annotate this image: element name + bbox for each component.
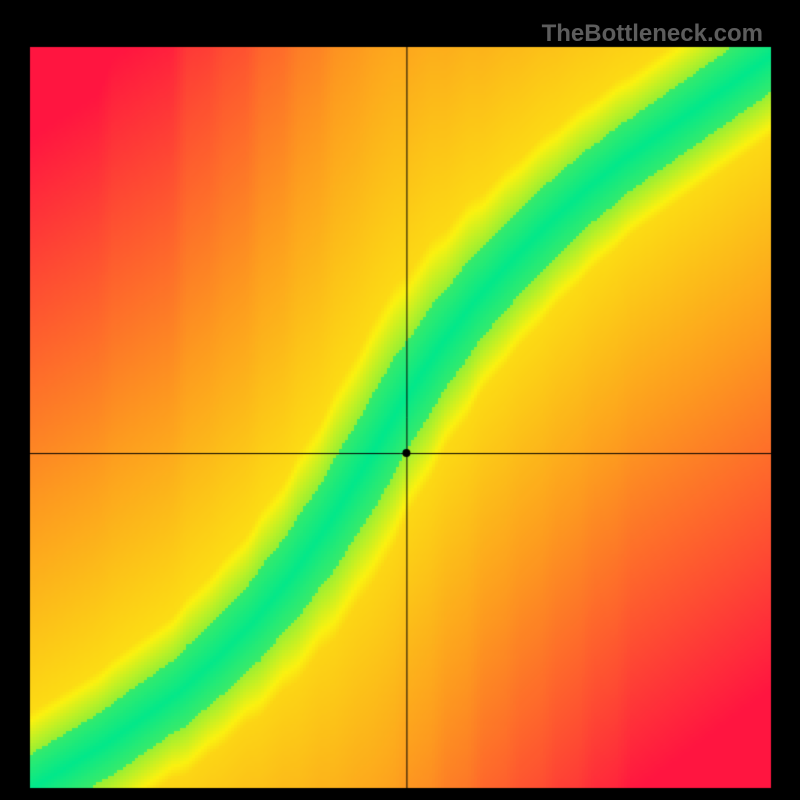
- chart-container: { "watermark": { "text": "TheBottleneck.…: [0, 0, 800, 800]
- watermark-text: TheBottleneck.com: [542, 20, 763, 48]
- heatmap-canvas: [0, 0, 800, 800]
